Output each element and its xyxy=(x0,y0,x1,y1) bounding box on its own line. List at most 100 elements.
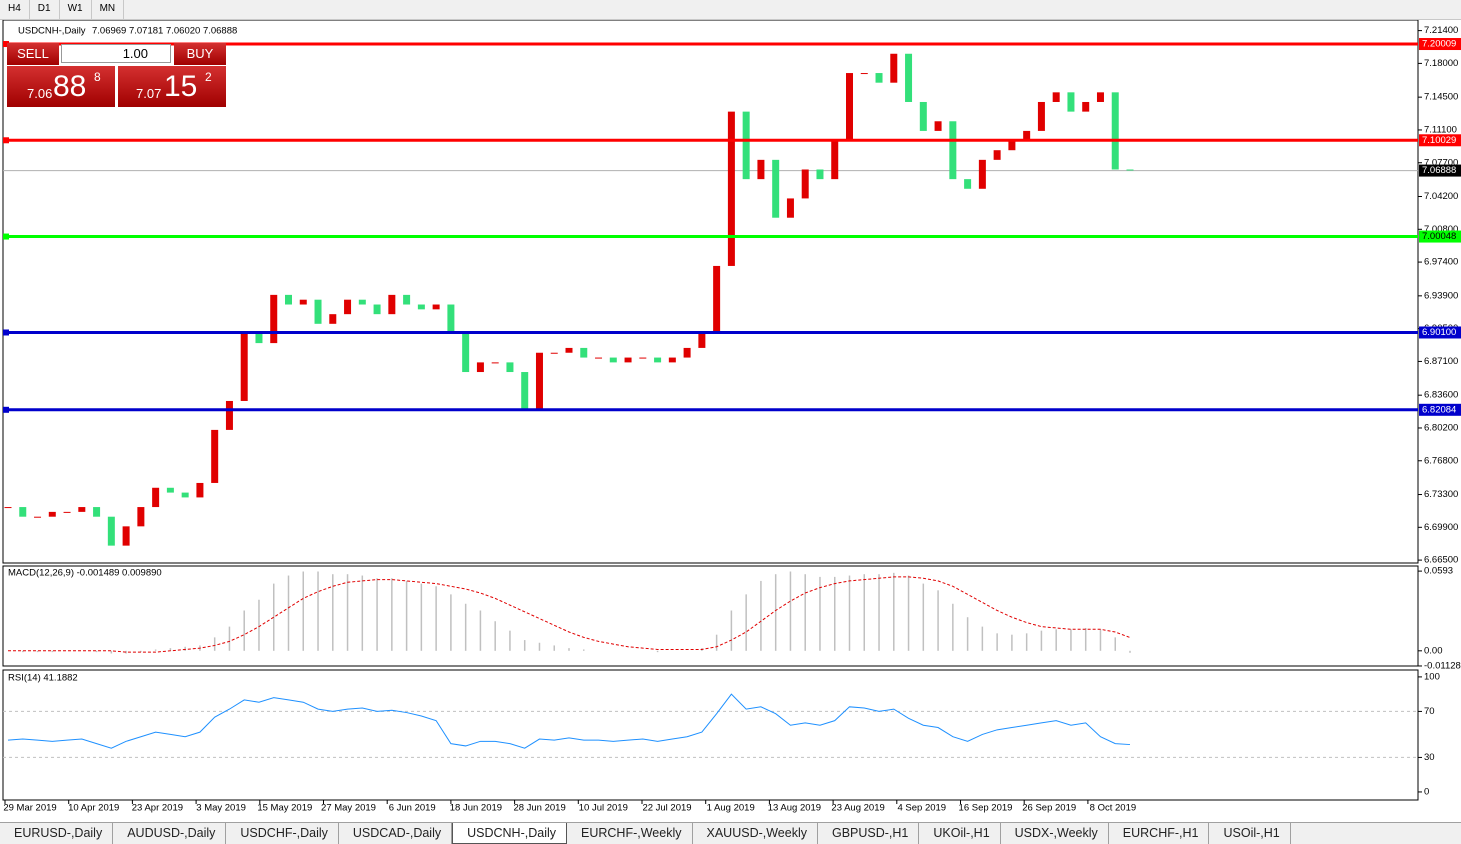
chart-tab[interactable]: UKOil-,H1 xyxy=(919,823,1001,844)
timeframe-button[interactable]: H4 xyxy=(0,0,30,19)
panel-frame xyxy=(2,20,1419,564)
candle-body xyxy=(521,372,529,411)
x-tick-label: 6 Jun 2019 xyxy=(389,803,436,814)
y-tick-label: 6.93900 xyxy=(1424,290,1458,301)
x-tick-label: 1 Aug 2019 xyxy=(707,803,755,814)
candle-body xyxy=(63,511,71,513)
candle-body xyxy=(1126,169,1134,171)
candle-body xyxy=(78,507,86,512)
candle-body xyxy=(1111,92,1119,170)
candle-body xyxy=(196,482,204,498)
candle-body xyxy=(919,101,927,131)
rsi-line xyxy=(7,693,1131,749)
candle-body xyxy=(713,265,721,334)
chart-tab[interactable]: USDCHF-,Daily xyxy=(226,823,339,844)
panel-frame xyxy=(2,565,1419,667)
candle-body xyxy=(786,198,794,218)
level-tag xyxy=(1419,326,1461,339)
level-tag xyxy=(1419,230,1461,243)
candle-body xyxy=(48,511,56,517)
chart-tab[interactable]: EURUSD-,Daily xyxy=(0,823,114,844)
level-handle xyxy=(3,41,9,48)
timeframe-button[interactable]: D1 xyxy=(30,0,60,19)
x-tick-label: 10 Jul 2019 xyxy=(579,803,628,814)
y-tick-label: 6.69900 xyxy=(1424,522,1458,533)
candle-body xyxy=(476,362,484,373)
x-tick-label: 28 Jun 2019 xyxy=(513,803,565,814)
chart-tab[interactable]: EURCHF-,Weekly xyxy=(567,823,693,844)
x-tick-label: 13 Aug 2019 xyxy=(768,803,821,814)
buy-button[interactable]: BUY xyxy=(174,43,226,65)
candle-body xyxy=(727,111,735,266)
candle-body xyxy=(595,357,603,359)
candle-body xyxy=(698,333,706,348)
chart-tab[interactable]: USDCNH-,Daily xyxy=(452,823,568,844)
x-tick-label: 10 Apr 2019 xyxy=(68,803,119,814)
x-tick-label: 16 Sep 2019 xyxy=(959,803,1013,814)
macd-title: MACD(12,26,9) -0.001489 0.009890 xyxy=(8,568,162,579)
candle-body xyxy=(403,294,411,305)
level-label: 7.00048 xyxy=(1422,231,1456,242)
current-price-tag xyxy=(1419,164,1461,177)
y-tick-label: 7.00800 xyxy=(1424,224,1458,235)
candle-body xyxy=(152,487,160,508)
candle-body xyxy=(225,400,233,430)
chart-tab[interactable]: XAUUSD-,Weekly xyxy=(693,823,818,844)
candle-body xyxy=(639,357,647,359)
candle-body xyxy=(34,516,42,518)
candle-body xyxy=(757,159,765,180)
candle-body xyxy=(506,362,514,373)
bid-mid: 88 xyxy=(53,70,87,103)
timeframe-button[interactable]: W1 xyxy=(60,0,92,19)
y-tick-label: 7.07700 xyxy=(1424,157,1458,168)
candle-body xyxy=(211,429,219,483)
chart-tab[interactable]: USOil-,H1 xyxy=(1209,823,1291,844)
level-tag xyxy=(1419,38,1461,51)
trade-panel: SELL 1.00 BUY 7.06 88 8 7.07 15 2 xyxy=(7,43,226,107)
candle-body xyxy=(875,73,883,83)
candle-body xyxy=(860,73,868,75)
chart-tab[interactable]: USDX-,Weekly xyxy=(1001,823,1109,844)
bid-price[interactable]: 7.06 88 8 xyxy=(7,66,115,107)
candle-body xyxy=(1096,92,1104,102)
candle-body xyxy=(1082,101,1090,112)
ask-price[interactable]: 7.07 15 2 xyxy=(118,66,226,107)
candle-body xyxy=(831,140,839,180)
bid-small: 8 xyxy=(94,70,101,84)
candle-body xyxy=(1052,92,1060,102)
y-tick-label: 7.14500 xyxy=(1424,92,1458,103)
chart-tab[interactable]: AUDUSD-,Daily xyxy=(113,823,227,844)
chart-tab[interactable]: USDCAD-,Daily xyxy=(339,823,453,844)
y-tick-label: 0.00 xyxy=(1424,645,1443,656)
sell-button[interactable]: SELL xyxy=(7,43,59,65)
candle-body xyxy=(299,299,307,305)
level-tag xyxy=(1419,134,1461,147)
level-label: 7.10029 xyxy=(1422,135,1456,146)
timeframe-button[interactable]: MN xyxy=(92,0,125,19)
chart-tabs: EURUSD-,Daily AUDUSD-,Daily USDCHF-,Daily U… xyxy=(0,822,1461,844)
level-handle xyxy=(3,137,9,144)
x-tick-label: 3 May 2019 xyxy=(196,803,246,814)
candle-body xyxy=(358,299,366,305)
candle-body xyxy=(373,304,381,315)
chart-tab[interactable]: EURCHF-,H1 xyxy=(1109,823,1210,844)
candle-body xyxy=(388,294,396,315)
candle-body xyxy=(432,304,440,310)
candle-body xyxy=(993,150,1001,160)
lot-input[interactable]: 1.00 xyxy=(61,44,171,63)
y-tick-label: 7.21400 xyxy=(1424,25,1458,36)
candle-body xyxy=(934,121,942,131)
rsi-title: RSI(14) 41.1882 xyxy=(8,673,78,684)
x-tick-label: 8 Oct 2019 xyxy=(1090,803,1136,814)
candle-body xyxy=(846,73,853,141)
candle-body xyxy=(285,294,292,305)
candle-body xyxy=(565,347,573,353)
candle-body xyxy=(447,304,455,334)
y-tick-label: 6.80200 xyxy=(1424,422,1458,433)
candle-body xyxy=(816,169,824,180)
chart-tab[interactable]: GBPUSD-,H1 xyxy=(818,823,920,844)
candle-body xyxy=(964,179,972,189)
level-label: 6.90100 xyxy=(1422,327,1456,338)
candle-body xyxy=(535,352,543,411)
